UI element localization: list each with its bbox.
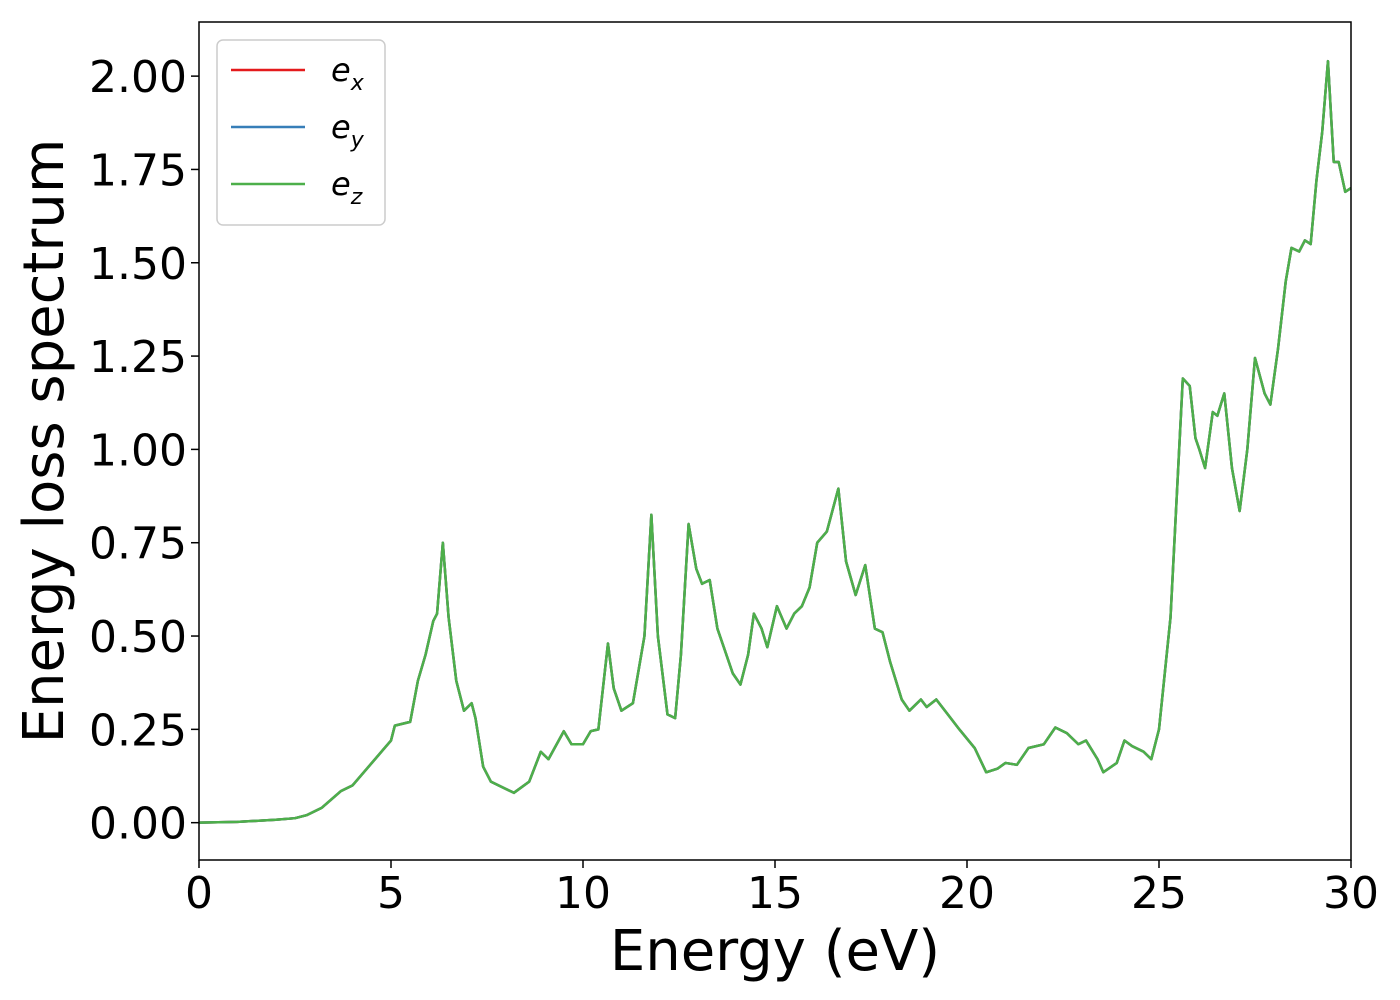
plot-frame [198, 21, 1352, 861]
y-tick-label: 0.75 [89, 519, 187, 570]
y-tick-label: 0.25 [89, 705, 187, 756]
y-tick-label: 0.50 [89, 612, 187, 663]
y-axis-label: Energy loss spectrum [12, 139, 77, 744]
x-tick-label: 10 [555, 868, 611, 919]
x-tick-label: 5 [377, 868, 405, 919]
legend-label: ex [331, 51, 365, 96]
series-line [198, 59, 1352, 824]
x-tick-label: 20 [939, 868, 995, 919]
y-tick-label: 1.50 [89, 239, 187, 290]
x-axis-label: Energy (eV) [610, 919, 940, 984]
x-tick-label: 0 [185, 868, 213, 919]
y-tick-label: 1.25 [89, 332, 187, 383]
x-tick-label: 15 [747, 868, 803, 919]
y-tick-label: 0.00 [89, 799, 187, 850]
x-tick-label: 25 [1131, 868, 1187, 919]
y-tick-label: 1.75 [89, 145, 187, 196]
y-tick-label: 2.00 [89, 52, 187, 103]
legend-box [216, 39, 386, 226]
y-tick-label: 1.00 [89, 425, 187, 476]
x-tick-label: 30 [1323, 868, 1379, 919]
legend-label: ey [331, 108, 365, 153]
legend-label: ez [331, 165, 363, 210]
